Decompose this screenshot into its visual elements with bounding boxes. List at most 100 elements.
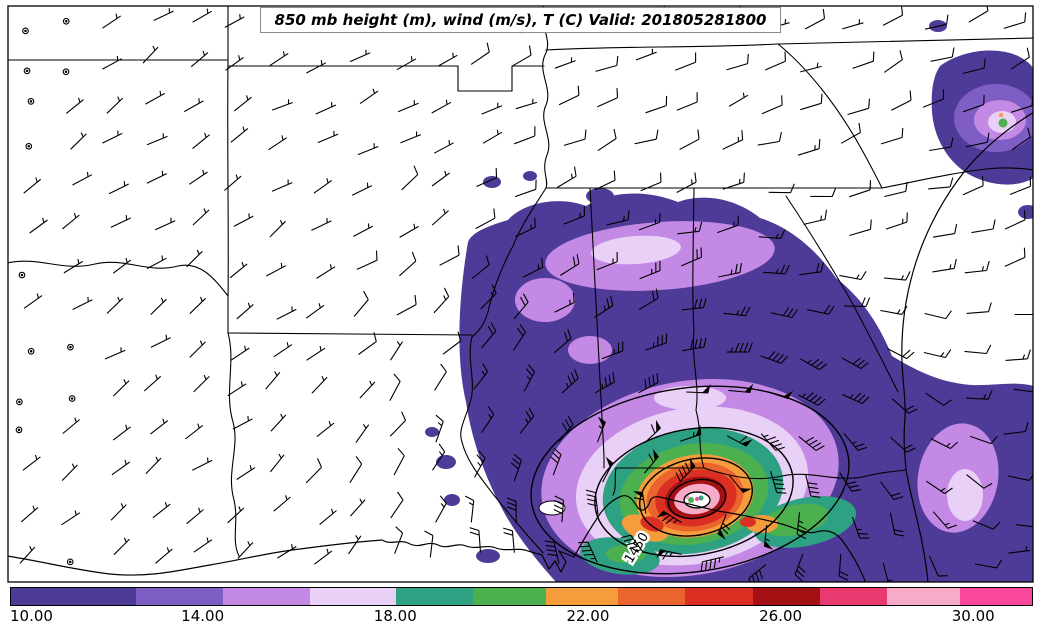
border-mo-ar <box>227 65 545 92</box>
wind-barb <box>932 223 958 238</box>
calm-wind-circle <box>16 398 23 406</box>
calm-wind-circle <box>27 98 35 105</box>
wind-barb <box>273 495 291 512</box>
wind-barb <box>726 435 748 447</box>
calm-wind-circle <box>62 68 70 76</box>
wind-barb <box>887 348 915 360</box>
wind-barb <box>186 249 203 268</box>
wind-barb <box>437 52 458 67</box>
calm-wind-circle <box>25 142 33 150</box>
wind-barb <box>72 296 93 310</box>
temp-patch <box>586 188 614 204</box>
wind-barb <box>558 415 574 442</box>
wind-barb <box>152 502 171 519</box>
wind-barb <box>962 58 986 75</box>
wind-barb <box>102 130 123 144</box>
wind-barb <box>355 424 370 443</box>
colorbar-tick-label: 18.00 <box>373 607 417 625</box>
wind-barb <box>794 553 806 582</box>
wind-barb <box>849 180 872 198</box>
wind-barb <box>839 271 867 281</box>
wind-barb <box>23 177 42 194</box>
wind-barb <box>399 251 417 277</box>
wind-barb-pennant <box>597 416 606 428</box>
wind-barb <box>237 541 254 559</box>
wind-barb <box>481 322 497 349</box>
wind-barb <box>554 292 575 313</box>
colorbar-segment <box>222 588 310 605</box>
wind-barb <box>842 19 864 30</box>
wind-barb <box>113 537 130 556</box>
wind-barb-pennant <box>656 419 661 432</box>
wind-barb <box>359 88 379 105</box>
wind-barb <box>72 171 93 186</box>
colorbar-segment <box>887 588 960 605</box>
wind-barb <box>596 251 618 271</box>
border-tx-la <box>227 332 240 557</box>
wind-barb <box>227 506 245 524</box>
wind-barb <box>359 380 376 399</box>
temp-patch <box>436 455 456 469</box>
wind-barb <box>928 177 954 190</box>
colorbar-tick-label: 26.00 <box>759 607 803 625</box>
wind-barb <box>841 392 870 405</box>
wind-barb <box>972 520 1001 530</box>
wind-barb <box>798 436 825 451</box>
calm-wind-dot <box>25 69 29 73</box>
calm-wind-dot <box>27 145 31 148</box>
wind-barb <box>554 57 576 69</box>
wind-barb <box>433 140 454 154</box>
wind-barb <box>23 293 43 309</box>
wind-barb <box>560 254 580 276</box>
calm-wind-dot <box>18 400 21 404</box>
wind-barb <box>389 411 407 437</box>
height-contour-inner <box>683 491 711 509</box>
wind-barb <box>758 229 786 239</box>
mississippi-river <box>460 6 550 554</box>
wind-barb <box>964 261 990 274</box>
wind-barb <box>102 13 122 29</box>
colorbar-tick-label: 14.00 <box>181 607 225 625</box>
wind-barb <box>964 344 992 355</box>
wind-barb <box>102 55 123 70</box>
calm-wind-dot <box>17 428 21 432</box>
wind-barb <box>433 287 450 314</box>
wind-barb <box>225 55 244 71</box>
wind-barb <box>661 510 683 524</box>
wind-barb <box>399 223 419 238</box>
wind-barb <box>761 95 783 115</box>
wind-barb <box>966 302 992 314</box>
wind-barb <box>432 443 446 471</box>
border-ok-ar <box>227 6 229 334</box>
wind-barb <box>108 181 129 195</box>
calm-wind-dot <box>64 70 68 74</box>
colorbar-segment <box>473 588 546 605</box>
wind-barb <box>659 549 682 560</box>
wind-barb <box>233 213 254 227</box>
wind-barb-pennant <box>656 549 666 559</box>
wind-barb <box>880 305 908 315</box>
wind-barb <box>401 165 419 191</box>
wind-barb <box>464 495 475 523</box>
wind-barb <box>358 332 377 355</box>
wind-barb <box>473 363 489 390</box>
wind-barb <box>305 458 323 484</box>
wind-barb <box>188 169 208 185</box>
wind-barb <box>889 512 905 537</box>
wind-barb <box>638 288 659 311</box>
temp-patch <box>444 494 460 506</box>
wind-barb <box>763 264 790 275</box>
wind-barb <box>1011 127 1031 151</box>
wind-barb <box>431 208 449 226</box>
temp-speck <box>695 497 699 501</box>
wind-barb <box>351 182 373 196</box>
wind-barb <box>768 183 795 194</box>
wind-barb <box>442 331 462 355</box>
wind-barb <box>268 135 288 151</box>
wind-barb <box>595 55 619 72</box>
wind-barb <box>748 563 767 582</box>
wind-barb <box>316 264 336 279</box>
wind-barb <box>681 298 707 311</box>
border-fl-ga <box>703 467 907 480</box>
wind-barb <box>726 342 753 353</box>
